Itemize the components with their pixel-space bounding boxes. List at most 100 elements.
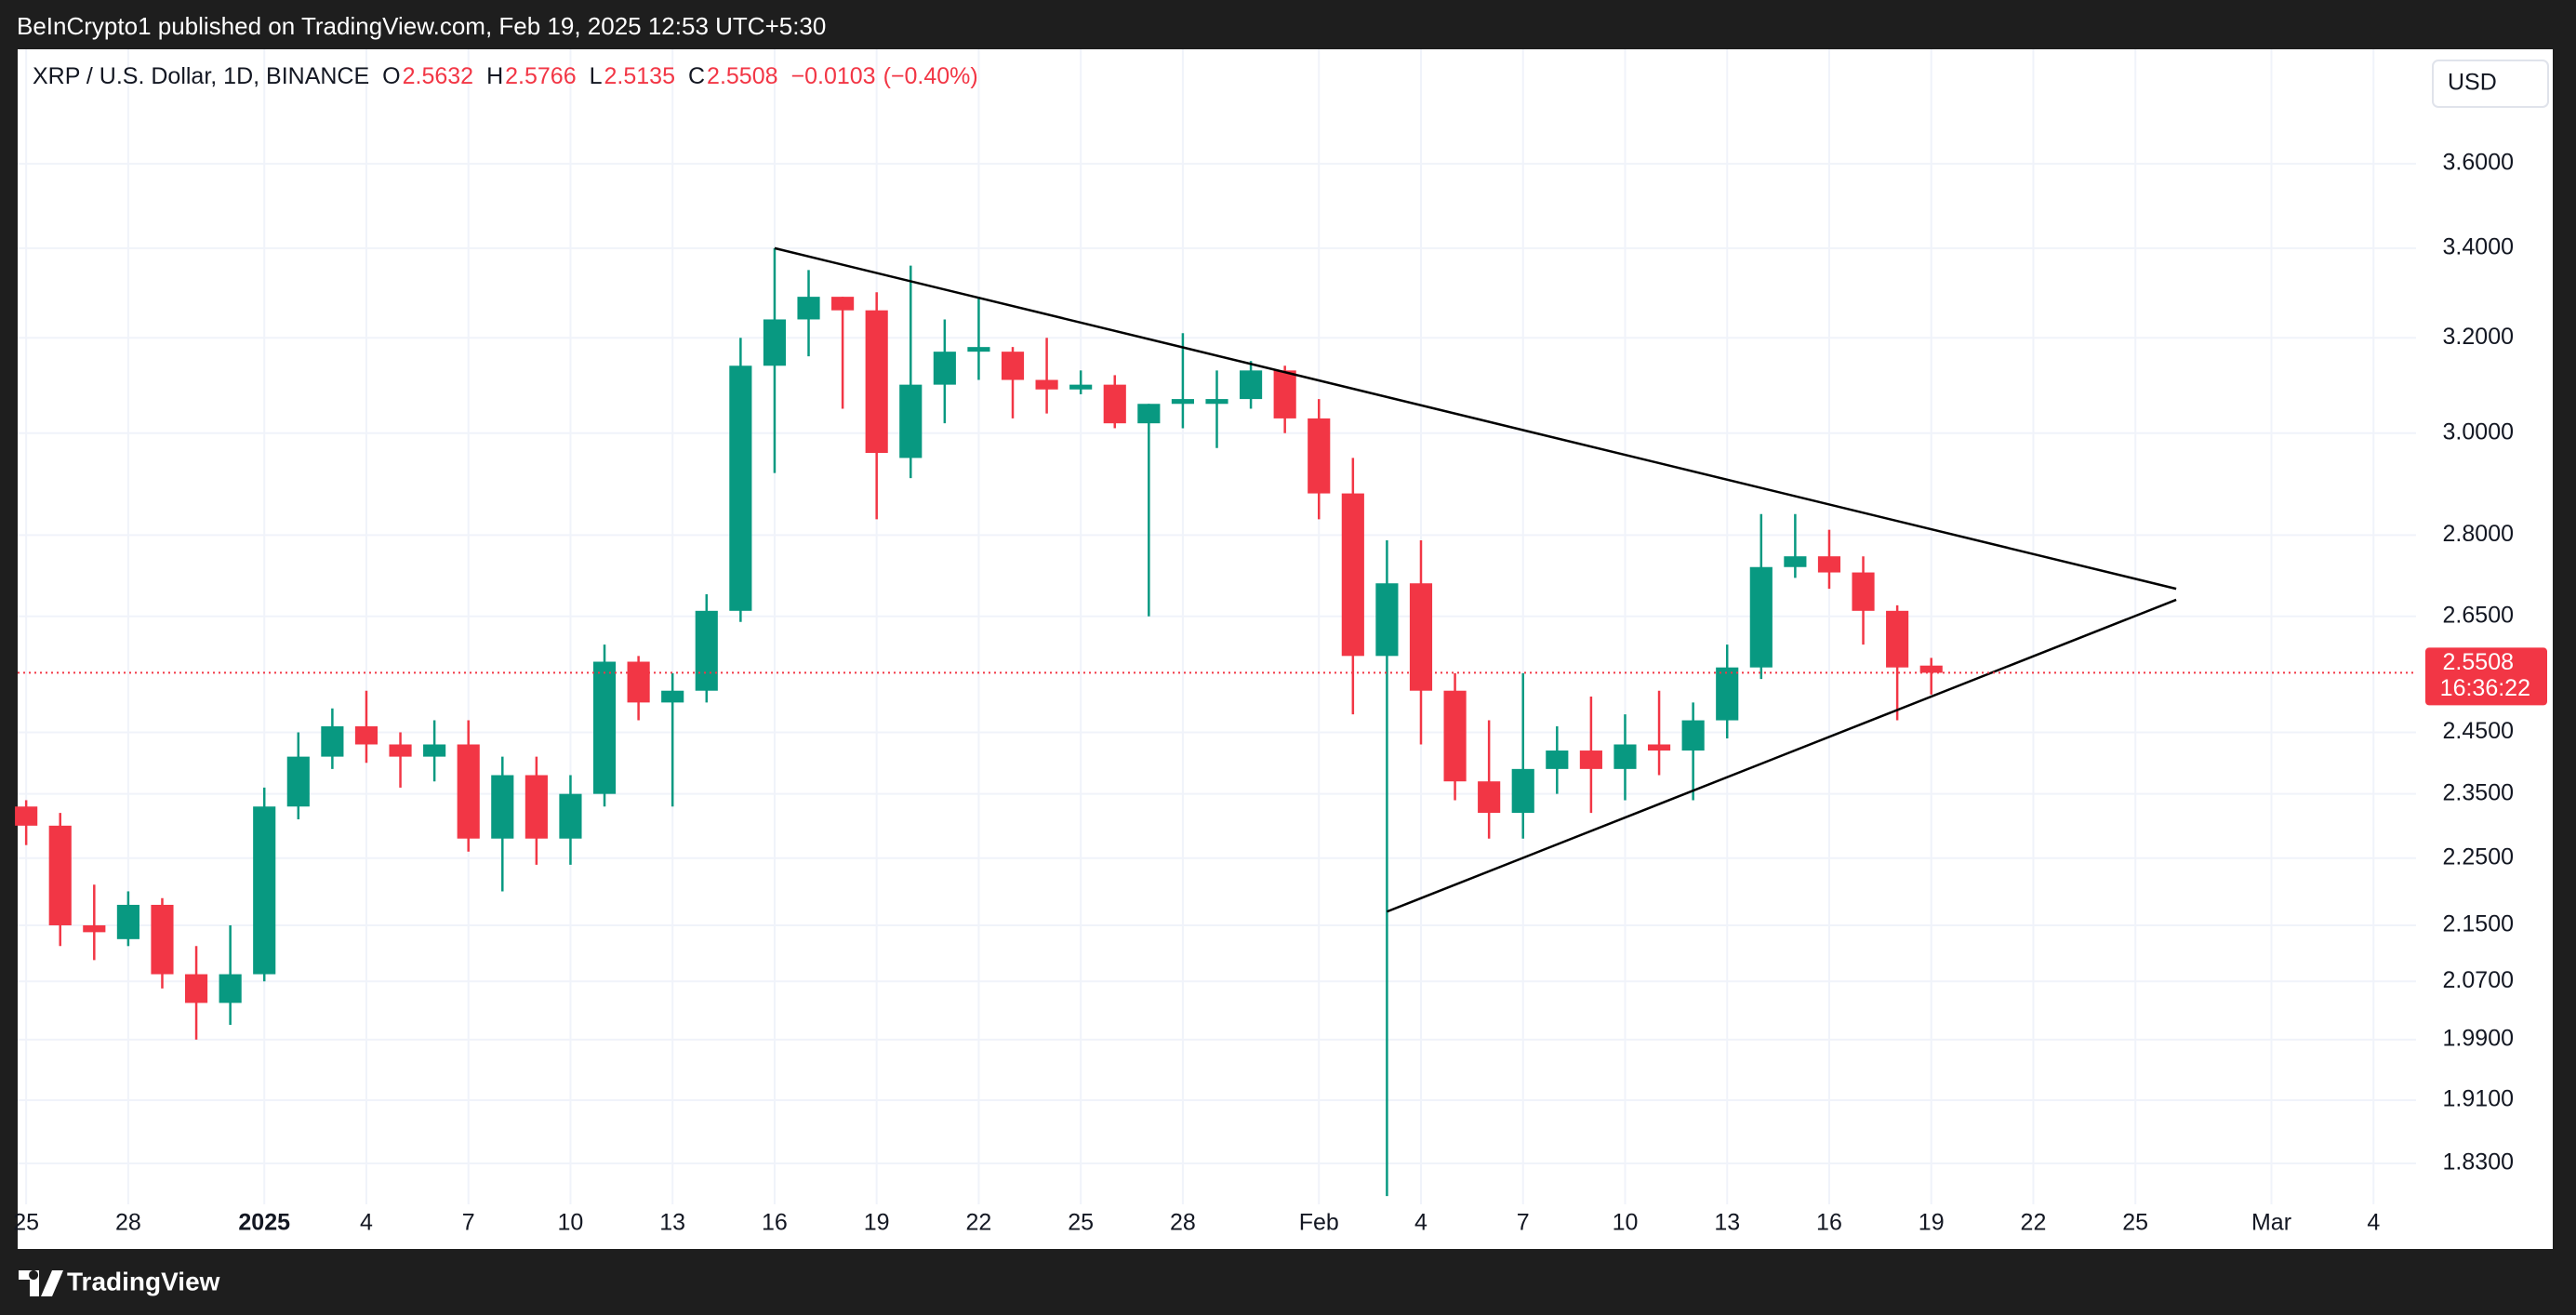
x-tick-label: 19	[864, 1210, 890, 1236]
candle-body	[627, 661, 650, 703]
x-tick-label: 22	[2021, 1210, 2047, 1236]
candle-body	[1171, 399, 1194, 405]
candle-body	[83, 924, 106, 933]
x-tick-label: 4	[360, 1210, 373, 1236]
y-tick-label: 1.9900	[2443, 1025, 2514, 1051]
y-tick-label: 3.6000	[2443, 150, 2514, 176]
candle-body	[1273, 370, 1296, 418]
x-tick-label: 16	[1816, 1210, 1842, 1236]
candle-body	[695, 610, 718, 691]
y-tick-label: 2.2500	[2443, 843, 2514, 870]
symbol-title: XRP / U.S. Dollar, 1D, BINANCE	[33, 63, 370, 89]
candle-body	[1308, 418, 1331, 494]
y-tick-label: 1.8300	[2443, 1149, 2514, 1176]
candle-body	[1716, 667, 1739, 721]
currency-label: USD	[2448, 70, 2497, 96]
x-tick-label: 28	[1170, 1210, 1196, 1236]
candle-body	[219, 974, 242, 1003]
x-tick-label: Feb	[1299, 1210, 1339, 1236]
candle-body	[1919, 665, 1943, 673]
x-tick-label: 16	[762, 1210, 788, 1236]
countdown-label: 16:36:22	[2440, 675, 2530, 701]
candle-body	[1817, 556, 1841, 573]
candle-body	[286, 756, 310, 807]
ohlc-key: H	[486, 63, 504, 89]
candle-body	[1886, 610, 1909, 668]
x-tick-label: 7	[462, 1210, 475, 1236]
ohlc-value: 2.5135	[604, 63, 675, 89]
candle-body	[184, 974, 208, 1003]
y-tick-label: 2.1500	[2443, 911, 2514, 937]
trendline	[1386, 598, 2177, 913]
logo-icon	[19, 1270, 63, 1296]
candle-body	[1579, 750, 1602, 769]
candle-body	[457, 744, 480, 839]
candle-body	[151, 904, 174, 975]
candle-body	[899, 384, 923, 458]
ohlc-value: 2.5632	[402, 63, 474, 89]
change: −0.0103	[790, 63, 876, 89]
publisher-text: BeInCrypto1 published on TradingView.com…	[17, 12, 826, 40]
candle-body	[865, 310, 888, 454]
candle-body	[1681, 720, 1705, 751]
trendline	[774, 246, 2177, 591]
y-tick-label: 3.4000	[2443, 233, 2514, 259]
y-tick-label: 3.0000	[2443, 418, 2514, 445]
candle-body	[1749, 566, 1773, 668]
candle-body	[559, 793, 582, 839]
x-tick-label: 7	[1517, 1210, 1530, 1236]
ohlc-key: C	[687, 63, 706, 89]
x-tick-label: 10	[558, 1210, 584, 1236]
x-tick-label: 4	[2367, 1210, 2380, 1236]
x-tick-label: 25	[2122, 1210, 2148, 1236]
y-tick-label: 2.3500	[2443, 779, 2514, 805]
candle-body	[661, 690, 684, 703]
candle-body	[1546, 750, 1569, 769]
currency-button[interactable]	[2432, 60, 2549, 108]
x-tick-label: 2025	[238, 1210, 290, 1236]
candle-body	[1784, 556, 1807, 567]
candle-body	[48, 825, 72, 925]
y-tick-label: 3.2000	[2443, 324, 2514, 350]
candle-body	[592, 661, 617, 794]
x-tick-label: 19	[1919, 1210, 1945, 1236]
candle-body	[1069, 384, 1093, 390]
candle-body	[797, 297, 820, 320]
ohlc-key: O	[382, 63, 401, 89]
x-tick-label: 13	[659, 1210, 685, 1236]
candle-body	[1443, 690, 1467, 782]
candle-body	[321, 725, 344, 757]
ohlc-key: L	[589, 63, 603, 89]
candle-body	[116, 904, 139, 939]
top-bar	[0, 0, 2576, 49]
x-tick-label: 13	[1714, 1210, 1740, 1236]
candle-body	[1035, 379, 1058, 390]
candle-body	[491, 775, 514, 839]
candle-body	[1478, 781, 1501, 814]
candle-body	[763, 319, 787, 366]
y-tick-label: 2.4500	[2443, 718, 2514, 744]
ohlc-value: 2.5508	[707, 63, 778, 89]
legend: XRP / U.S. Dollar, 1D, BINANCE O 2.5632 H…	[33, 63, 991, 90]
candle-body	[253, 806, 276, 975]
candle-body	[524, 775, 548, 839]
y-tick-label: 2.0700	[2443, 967, 2514, 993]
x-tick-label: Mar	[2251, 1210, 2291, 1236]
y-tick-label: 2.8000	[2443, 521, 2514, 547]
candle-body	[729, 365, 752, 611]
candle-body	[1852, 572, 1875, 611]
x-tick-label: 28	[115, 1210, 141, 1236]
candle-body	[1103, 384, 1126, 424]
candle-body	[1205, 399, 1228, 405]
price-label-box	[2425, 647, 2547, 706]
candle-body	[1409, 583, 1433, 691]
candle-body	[1137, 404, 1161, 424]
y-tick-label: 1.9100	[2443, 1086, 2514, 1112]
y-tick-label: 2.6500	[2443, 602, 2514, 628]
brand-name: TradingView	[67, 1267, 220, 1295]
candle-body	[1375, 583, 1399, 657]
ohlc-value: 2.5766	[505, 63, 577, 89]
x-tick-label: 4	[1414, 1210, 1427, 1236]
